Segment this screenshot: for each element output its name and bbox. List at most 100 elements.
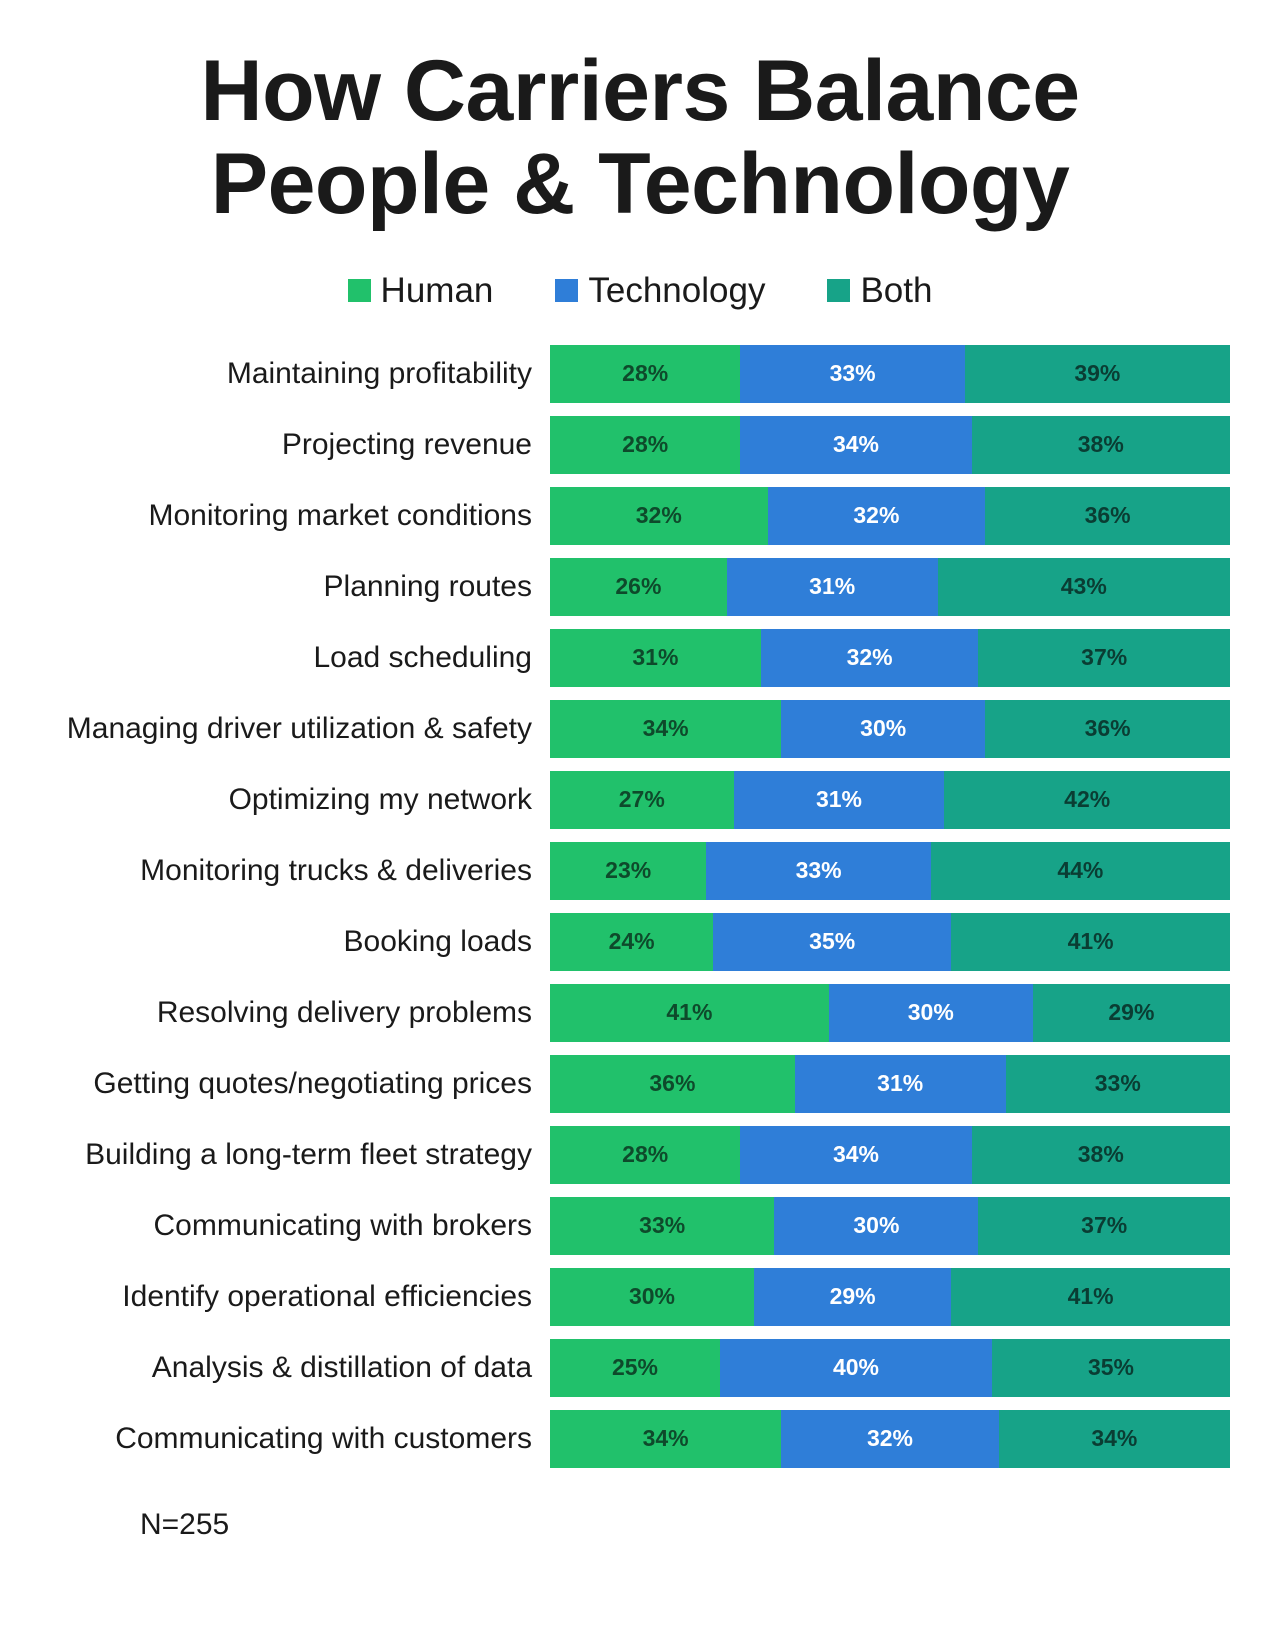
segment-value: 36% [1085, 715, 1131, 742]
segment-value: 33% [1095, 1070, 1141, 1097]
stacked-bar: 28%34%38% [550, 1126, 1230, 1184]
bar-segment: 29% [754, 1268, 951, 1326]
segment-value: 25% [612, 1354, 658, 1381]
bar-segment: 42% [944, 771, 1230, 829]
bar-segment: 30% [829, 984, 1033, 1042]
sample-size-note: N=255 [140, 1508, 1230, 1542]
segment-value: 34% [643, 1425, 689, 1452]
bar-segment: 30% [774, 1197, 978, 1255]
bar-segment: 41% [951, 913, 1230, 971]
legend-label: Technology [588, 271, 765, 311]
segment-value: 33% [639, 1212, 685, 1239]
bar-segment: 37% [978, 629, 1230, 687]
chart-container: How Carriers Balance People & Technology… [0, 0, 1280, 1582]
chart-title: How Carriers Balance People & Technology [50, 45, 1230, 231]
row-label: Monitoring market conditions [50, 499, 550, 533]
row-label: Managing driver utilization & safety [50, 712, 550, 746]
segment-value: 44% [1057, 857, 1103, 884]
segment-value: 31% [632, 644, 678, 671]
bar-segment: 33% [740, 345, 964, 403]
segment-value: 40% [833, 1354, 879, 1381]
bar-segment: 36% [985, 700, 1230, 758]
segment-value: 36% [649, 1070, 695, 1097]
title-line-1: How Carriers Balance [200, 43, 1079, 139]
bar-segment: 28% [550, 345, 740, 403]
segment-value: 31% [877, 1070, 923, 1097]
row-label: Analysis & distillation of data [50, 1351, 550, 1385]
bar-segment: 33% [550, 1197, 774, 1255]
segment-value: 42% [1064, 786, 1110, 813]
row-label: Monitoring trucks & deliveries [50, 854, 550, 888]
segment-value: 27% [619, 786, 665, 813]
chart-row: Projecting revenue28%34%38% [50, 416, 1230, 474]
bar-segment: 34% [999, 1410, 1230, 1468]
bar-segment: 28% [550, 1126, 740, 1184]
stacked-bar: 30%29%41% [550, 1268, 1230, 1326]
segment-value: 41% [666, 999, 712, 1026]
chart-row: Monitoring trucks & deliveries 23% 33% 44% [50, 842, 1230, 900]
segment-value: 23% [605, 857, 651, 884]
segment-value: 29% [830, 1283, 876, 1310]
legend-item: Human [348, 271, 494, 311]
row-label: Communicating with brokers [50, 1209, 550, 1243]
segment-value: 29% [1108, 999, 1154, 1026]
bar-segment: 32% [768, 487, 986, 545]
segment-value: 38% [1078, 1141, 1124, 1168]
legend-label: Both [860, 271, 932, 311]
segment-value: 26% [615, 573, 661, 600]
bar-segment: 41% [951, 1268, 1230, 1326]
segment-value: 28% [622, 431, 668, 458]
chart-row: Getting quotes/negotiating prices36%31%3… [50, 1055, 1230, 1113]
chart-row: Booking loads24%35%41% [50, 913, 1230, 971]
segment-value: 34% [833, 431, 879, 458]
stacked-bar: 31% 32% 37% [550, 629, 1230, 687]
segment-value: 38% [1078, 431, 1124, 458]
stacked-bar: 23% 33% 44% [550, 842, 1230, 900]
bar-segment: 37% [978, 1197, 1230, 1255]
bar-segment: 32% [781, 1410, 999, 1468]
legend-swatch [348, 279, 371, 302]
bar-segment: 24% [550, 913, 713, 971]
stacked-bar: 26% 31% 43% [550, 558, 1230, 616]
stacked-bar: 32%32% 36% [550, 487, 1230, 545]
segment-value: 43% [1061, 573, 1107, 600]
bar-segment: 31% [795, 1055, 1006, 1113]
row-label: Load scheduling [50, 641, 550, 675]
row-label: Resolving delivery problems [50, 996, 550, 1030]
row-label: Building a long-term fleet strategy [50, 1138, 550, 1172]
segment-value: 39% [1074, 360, 1120, 387]
stacked-bar: 33% 30%37% [550, 1197, 1230, 1255]
bar-segment: 23% [550, 842, 706, 900]
stacked-bar: 24%35%41% [550, 913, 1230, 971]
legend-swatch [555, 279, 578, 302]
chart-row: Building a long-term fleet strategy28%34… [50, 1126, 1230, 1184]
bar-segment: 44% [931, 842, 1230, 900]
bar-segment: 33% [706, 842, 930, 900]
bar-segment: 34% [550, 1410, 781, 1468]
row-label: Maintaining profitability [50, 357, 550, 391]
bar-segment: 32% [550, 487, 768, 545]
segment-value: 31% [809, 573, 855, 600]
row-label: Communicating with customers [50, 1422, 550, 1456]
title-line-2: People & Technology [211, 136, 1070, 232]
stacked-bar: 34% 30% 36% [550, 700, 1230, 758]
stacked-bar-chart: Maintaining profitability28%33%39%Projec… [50, 345, 1230, 1468]
chart-row: Load scheduling 31% 32% 37% [50, 629, 1230, 687]
segment-value: 32% [847, 644, 893, 671]
segment-value: 36% [1085, 502, 1131, 529]
row-label: Getting quotes/negotiating prices [50, 1067, 550, 1101]
segment-value: 37% [1081, 644, 1127, 671]
bar-segment: 31% [727, 558, 938, 616]
legend-label: Human [381, 271, 494, 311]
bar-segment: 36% [550, 1055, 795, 1113]
legend-item: Technology [555, 271, 765, 311]
segment-value: 34% [643, 715, 689, 742]
bar-segment: 36% [985, 487, 1230, 545]
bar-segment: 33% [1006, 1055, 1230, 1113]
segment-value: 30% [860, 715, 906, 742]
stacked-bar: 36% 31% 33% [550, 1055, 1230, 1113]
segment-value: 33% [796, 857, 842, 884]
segment-value: 28% [622, 1141, 668, 1168]
segment-value: 31% [816, 786, 862, 813]
segment-value: 28% [622, 360, 668, 387]
